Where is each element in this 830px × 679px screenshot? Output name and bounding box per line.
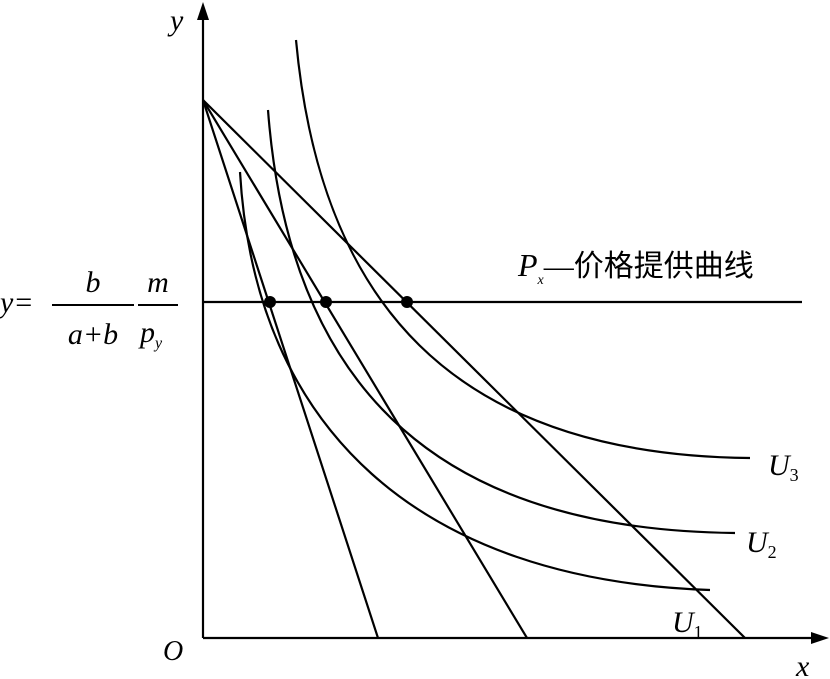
tangency-point	[320, 296, 332, 308]
budget-line	[202, 99, 528, 639]
tangency-point	[264, 296, 276, 308]
curve-label: U2	[746, 526, 777, 562]
curve-symbol: U	[672, 606, 696, 639]
curve-subscript: 3	[790, 465, 799, 485]
tangency-point	[401, 296, 413, 308]
budget-line	[202, 99, 746, 639]
x-axis-label: x	[795, 650, 810, 679]
origin-label: O	[163, 636, 183, 667]
offer-subscript: x	[537, 273, 545, 288]
curve-subscript: 1	[694, 622, 703, 642]
curve-label: U1	[672, 606, 703, 642]
curve-symbol: U	[768, 449, 792, 482]
indifference-curve	[294, 39, 751, 460]
curve-label: U3	[768, 449, 799, 485]
equation-lhs: y=	[0, 286, 34, 319]
denominator-symbol: p	[138, 316, 155, 349]
y-arrow	[197, 2, 209, 20]
curve-symbol: U	[746, 526, 770, 559]
indifference-curve	[238, 171, 711, 592]
numerator: m	[147, 266, 169, 299]
curve-subscript: 2	[768, 542, 777, 562]
x-arrow	[811, 632, 829, 644]
offer-curve-label: Px—价格提供曲线	[517, 247, 754, 288]
offer-text: —价格提供曲线	[543, 250, 754, 283]
numerator: b	[86, 266, 101, 299]
denominator: a+b	[68, 318, 118, 351]
indifference-curve	[266, 109, 736, 535]
denominator: py	[138, 316, 163, 352]
denominator-subscript: y	[153, 335, 163, 352]
y-axis-label: y	[167, 4, 184, 37]
offer-symbol: P	[517, 247, 538, 283]
